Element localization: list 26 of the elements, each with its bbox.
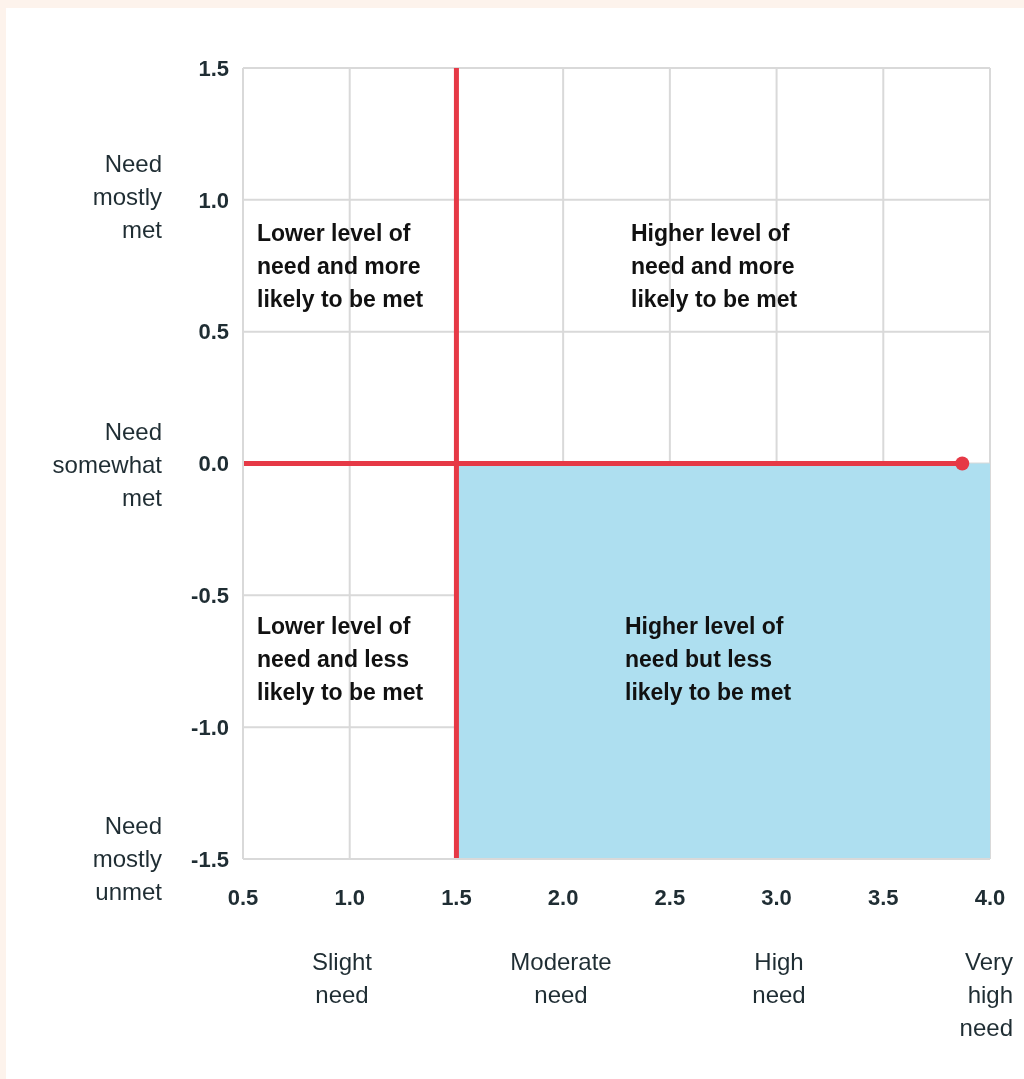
y-tick-label: -1.5 — [191, 846, 229, 872]
x-tick-label: 4.0 — [974, 885, 1006, 910]
text: Very high need — [959, 948, 1013, 1041]
text: Moderate need — [510, 948, 612, 1008]
x-tick-label: 0.5 — [227, 885, 259, 910]
x-tick-label: 1.5 — [441, 885, 472, 910]
annotation: Lower level of need and less likely to be met — [257, 613, 424, 705]
text: Need mostly unmet — [92, 812, 163, 905]
y-tick-label: 0.5 — [198, 319, 229, 345]
annotation: Higher level of need but less likely to be met — [625, 613, 792, 705]
text: Need somewhat met — [52, 418, 163, 511]
y-tick-label: 1.5 — [198, 55, 229, 81]
annotation: Lower level of need and more likely to be met — [257, 220, 424, 312]
y-tick-label: -1.0 — [191, 714, 229, 740]
x-tick-label: 2.0 — [547, 885, 579, 910]
x-tick-label: 3.5 — [867, 885, 899, 910]
text: Need mostly met — [92, 150, 163, 243]
y-tick-label: 0.0 — [198, 451, 229, 477]
y-tick-label: 1.0 — [198, 187, 229, 213]
text: High need — [752, 948, 806, 1008]
text: Slight need — [311, 948, 373, 1008]
annotation: Higher level of need and more likely to be met — [631, 220, 798, 312]
x-tick-label: 3.0 — [761, 885, 792, 910]
y-tick-label: -0.5 — [191, 583, 229, 609]
x-tick-label: 2.5 — [654, 885, 686, 910]
x-tick-label: 1.0 — [334, 885, 366, 910]
